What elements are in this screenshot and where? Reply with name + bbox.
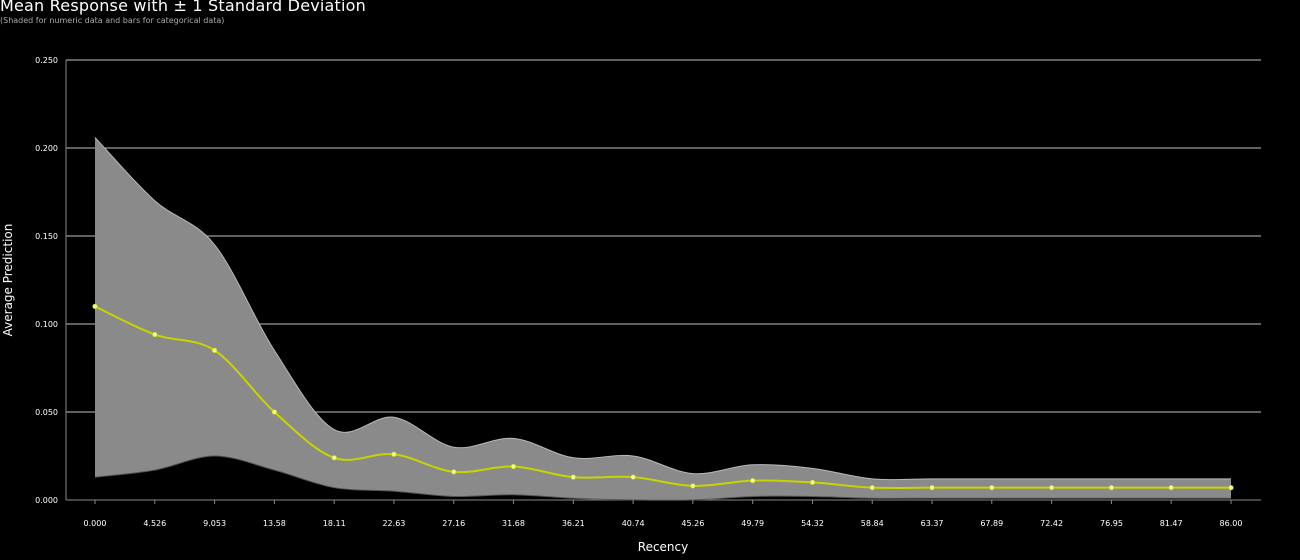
data-point [92,303,98,310]
x-tick-label: 18.11 [323,519,346,528]
x-tick-label: 58.84 [861,519,884,528]
x-tick-label: 0.000 [84,519,107,528]
data-point [630,474,636,480]
x-tick-label: 40.74 [622,519,645,528]
y-tick-labels: 0.000 0.050 0.100 0.150 0.200 0.250 [35,56,58,505]
y-tick-label: 0.250 [35,56,58,65]
x-tick-label: 63.37 [921,519,944,528]
data-point [152,331,158,338]
x-tick-label: 67.89 [980,519,1003,528]
data-point [809,479,816,486]
data-point [989,485,995,491]
x-tick-labels: 0.000 4.526 9.053 13.58 18.11 22.63 27.16 31.68… [84,500,1243,528]
data-point [271,409,277,415]
data-point [211,347,218,354]
y-tick-label: 0.150 [35,232,58,241]
data-point [1168,485,1174,491]
x-axis-label: Recency [638,540,688,554]
data-point [1049,485,1055,491]
x-tick-label: 36.21 [562,519,585,528]
chart-title: Mean Response with ± 1 Standard Deviatio… [0,0,367,15]
data-point [869,485,875,491]
x-tick-label: 81.47 [1160,519,1183,528]
x-tick-label: 31.68 [502,519,525,528]
x-tick-label: 13.58 [263,519,286,528]
data-point [391,451,397,457]
data-point [1108,485,1115,491]
data-point [690,483,696,489]
chart-subtitle: (Shaded for numeric data and bars for ca… [0,16,225,25]
x-tick-label: 22.63 [382,519,405,528]
std-dev-band [95,137,1231,501]
x-tick-label: 9.053 [203,519,226,528]
x-tick-label: 86.00 [1220,519,1243,528]
data-point [331,455,337,461]
y-tick-label: 0.100 [35,320,58,329]
x-tick-label: 72.42 [1040,519,1063,528]
x-tick-label: 4.526 [143,519,166,528]
x-tick-label: 54.32 [801,519,824,528]
lower-bound-line [94,455,1231,501]
x-tick-label: 76.95 [1100,519,1123,528]
marker-layer [92,303,1234,491]
x-tick-label: 27.16 [442,519,465,528]
x-tick-label: 45.26 [681,519,704,528]
y-tick-label: 0.000 [35,496,58,505]
y-tick-label: 0.200 [35,144,58,153]
data-point [510,463,517,470]
upper-bound-line [94,137,1231,481]
data-point [750,478,756,484]
data-point [570,474,576,480]
data-point [1228,485,1234,491]
y-tick-label: 0.050 [35,408,58,417]
band-layer [94,137,1231,501]
data-point [929,485,935,491]
x-tick-label: 49.79 [741,519,764,528]
y-axis-label: Average Prediction [1,224,15,337]
data-point [451,469,457,475]
